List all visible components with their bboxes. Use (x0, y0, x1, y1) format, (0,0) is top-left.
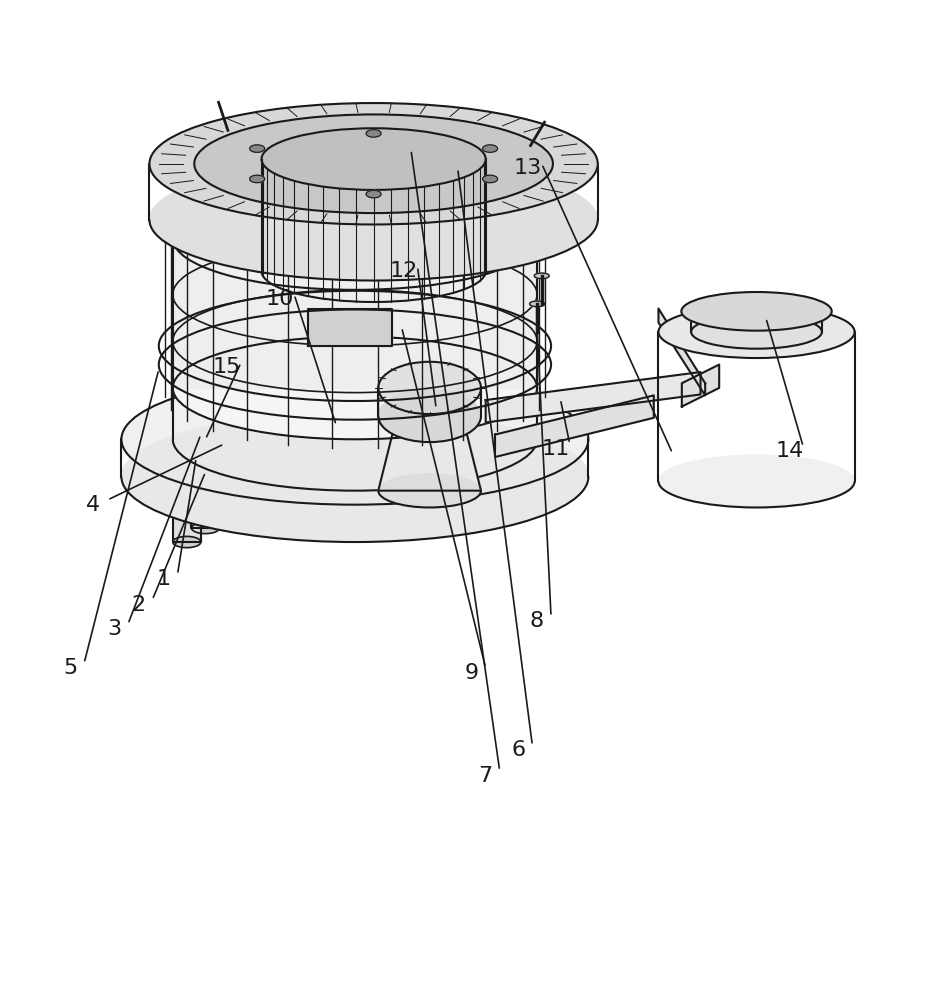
Text: 4: 4 (86, 495, 101, 515)
Polygon shape (341, 435, 369, 528)
Ellipse shape (191, 522, 219, 534)
Text: 13: 13 (514, 158, 542, 178)
Ellipse shape (483, 175, 498, 183)
Text: 8: 8 (530, 611, 545, 631)
Text: 1: 1 (156, 569, 171, 589)
Text: 9: 9 (464, 663, 479, 683)
Ellipse shape (149, 159, 598, 281)
Ellipse shape (682, 292, 832, 331)
Text: 14: 14 (775, 441, 803, 461)
Ellipse shape (378, 390, 481, 442)
Ellipse shape (341, 522, 369, 534)
Ellipse shape (366, 130, 381, 137)
Ellipse shape (483, 145, 498, 152)
Ellipse shape (262, 504, 290, 515)
Ellipse shape (534, 273, 549, 279)
Ellipse shape (691, 315, 822, 349)
Ellipse shape (173, 536, 201, 548)
Polygon shape (658, 309, 705, 395)
Text: 6: 6 (511, 740, 526, 760)
Text: 10: 10 (266, 289, 294, 309)
Ellipse shape (194, 114, 553, 213)
Text: 12: 12 (389, 261, 417, 281)
Text: 2: 2 (131, 595, 146, 615)
Polygon shape (378, 416, 481, 491)
Polygon shape (425, 439, 453, 528)
Polygon shape (173, 238, 537, 388)
Text: 5: 5 (63, 658, 78, 678)
Ellipse shape (530, 301, 545, 307)
Polygon shape (486, 372, 700, 422)
Ellipse shape (425, 522, 453, 534)
Ellipse shape (366, 190, 381, 198)
Ellipse shape (121, 411, 588, 542)
Text: 3: 3 (106, 619, 121, 639)
Polygon shape (173, 455, 201, 542)
Ellipse shape (658, 306, 855, 358)
Ellipse shape (378, 362, 481, 414)
Ellipse shape (378, 474, 481, 507)
Ellipse shape (173, 337, 537, 439)
Polygon shape (308, 309, 392, 346)
Ellipse shape (149, 103, 598, 224)
Polygon shape (495, 395, 654, 457)
Ellipse shape (691, 295, 822, 328)
Ellipse shape (173, 187, 537, 290)
Ellipse shape (249, 145, 264, 152)
Ellipse shape (262, 128, 486, 190)
Text: 11: 11 (542, 439, 570, 459)
Text: 7: 7 (478, 766, 493, 786)
Polygon shape (682, 365, 719, 407)
Ellipse shape (658, 455, 855, 507)
Text: 15: 15 (213, 357, 241, 377)
Polygon shape (262, 421, 290, 509)
Ellipse shape (249, 175, 264, 183)
Polygon shape (191, 439, 219, 528)
Ellipse shape (121, 374, 588, 505)
